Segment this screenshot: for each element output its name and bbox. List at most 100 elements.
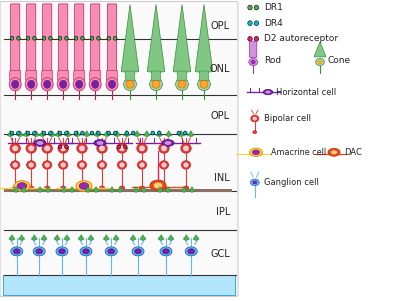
FancyBboxPatch shape [0,2,238,296]
Ellipse shape [117,144,127,153]
FancyBboxPatch shape [26,4,36,73]
Ellipse shape [253,131,257,134]
Polygon shape [13,187,19,192]
Polygon shape [133,187,139,192]
Polygon shape [144,131,150,137]
Ellipse shape [117,145,121,149]
Ellipse shape [131,131,135,135]
Ellipse shape [118,161,126,169]
Polygon shape [178,131,184,137]
Ellipse shape [252,150,260,155]
Polygon shape [195,5,213,72]
Bar [4,189,232,192]
Ellipse shape [28,145,34,151]
Ellipse shape [34,140,46,146]
Ellipse shape [150,78,162,91]
Ellipse shape [58,36,62,40]
Text: Bipolar cell: Bipolar cell [264,114,311,123]
Ellipse shape [79,183,89,189]
Ellipse shape [60,80,67,88]
Text: DR4: DR4 [264,19,283,28]
Text: GCL: GCL [210,249,230,259]
Polygon shape [173,5,191,72]
Ellipse shape [183,163,189,167]
Ellipse shape [161,145,167,151]
Polygon shape [69,187,75,192]
Ellipse shape [26,144,36,153]
Polygon shape [193,235,199,240]
Ellipse shape [160,247,172,256]
Ellipse shape [10,131,14,135]
Polygon shape [114,131,120,137]
Ellipse shape [36,249,43,254]
FancyBboxPatch shape [107,4,117,73]
Ellipse shape [73,78,85,91]
Ellipse shape [139,163,145,167]
Ellipse shape [44,145,50,151]
Ellipse shape [42,161,52,169]
Ellipse shape [64,131,68,135]
Polygon shape [104,131,110,137]
Ellipse shape [159,144,169,153]
Polygon shape [18,235,25,240]
Polygon shape [85,187,91,192]
Ellipse shape [178,80,186,88]
Ellipse shape [248,5,252,10]
FancyBboxPatch shape [42,4,52,73]
Text: Cone: Cone [328,56,351,65]
Ellipse shape [183,131,187,135]
Ellipse shape [80,247,92,256]
Ellipse shape [108,80,116,88]
Polygon shape [9,235,15,240]
Ellipse shape [99,145,105,151]
Ellipse shape [33,247,45,256]
Polygon shape [314,42,326,57]
Ellipse shape [153,182,163,189]
Polygon shape [124,131,130,137]
Ellipse shape [60,145,66,151]
Ellipse shape [253,116,257,120]
FancyBboxPatch shape [90,4,100,73]
Ellipse shape [124,78,136,91]
FancyBboxPatch shape [58,71,69,80]
Ellipse shape [59,161,68,169]
Ellipse shape [152,80,160,88]
Ellipse shape [37,141,43,145]
Ellipse shape [26,131,30,135]
Text: Rod: Rod [264,56,281,65]
Ellipse shape [80,131,84,135]
Text: DAC: DAC [344,148,362,157]
FancyBboxPatch shape [90,71,101,80]
Ellipse shape [10,144,20,153]
Ellipse shape [254,21,259,26]
Ellipse shape [98,161,106,169]
Ellipse shape [12,145,18,151]
Ellipse shape [188,249,195,254]
Ellipse shape [139,186,145,190]
Ellipse shape [200,80,208,88]
Ellipse shape [16,131,20,135]
Ellipse shape [182,161,190,169]
Polygon shape [61,187,67,192]
Ellipse shape [254,5,259,10]
Ellipse shape [157,131,161,135]
Polygon shape [55,131,62,137]
Polygon shape [49,131,55,137]
Ellipse shape [89,78,101,91]
Ellipse shape [107,131,111,135]
Text: OPL: OPL [211,111,230,121]
Polygon shape [166,131,172,137]
FancyBboxPatch shape [177,71,187,81]
FancyBboxPatch shape [42,71,53,80]
Ellipse shape [123,145,127,149]
Ellipse shape [32,131,36,135]
Text: Ganglion cell: Ganglion cell [264,178,319,187]
Ellipse shape [176,78,188,91]
Ellipse shape [99,186,105,190]
Ellipse shape [56,247,68,256]
Ellipse shape [107,36,111,40]
Ellipse shape [263,89,273,95]
Polygon shape [168,235,174,240]
Polygon shape [147,5,165,72]
Ellipse shape [42,144,52,153]
